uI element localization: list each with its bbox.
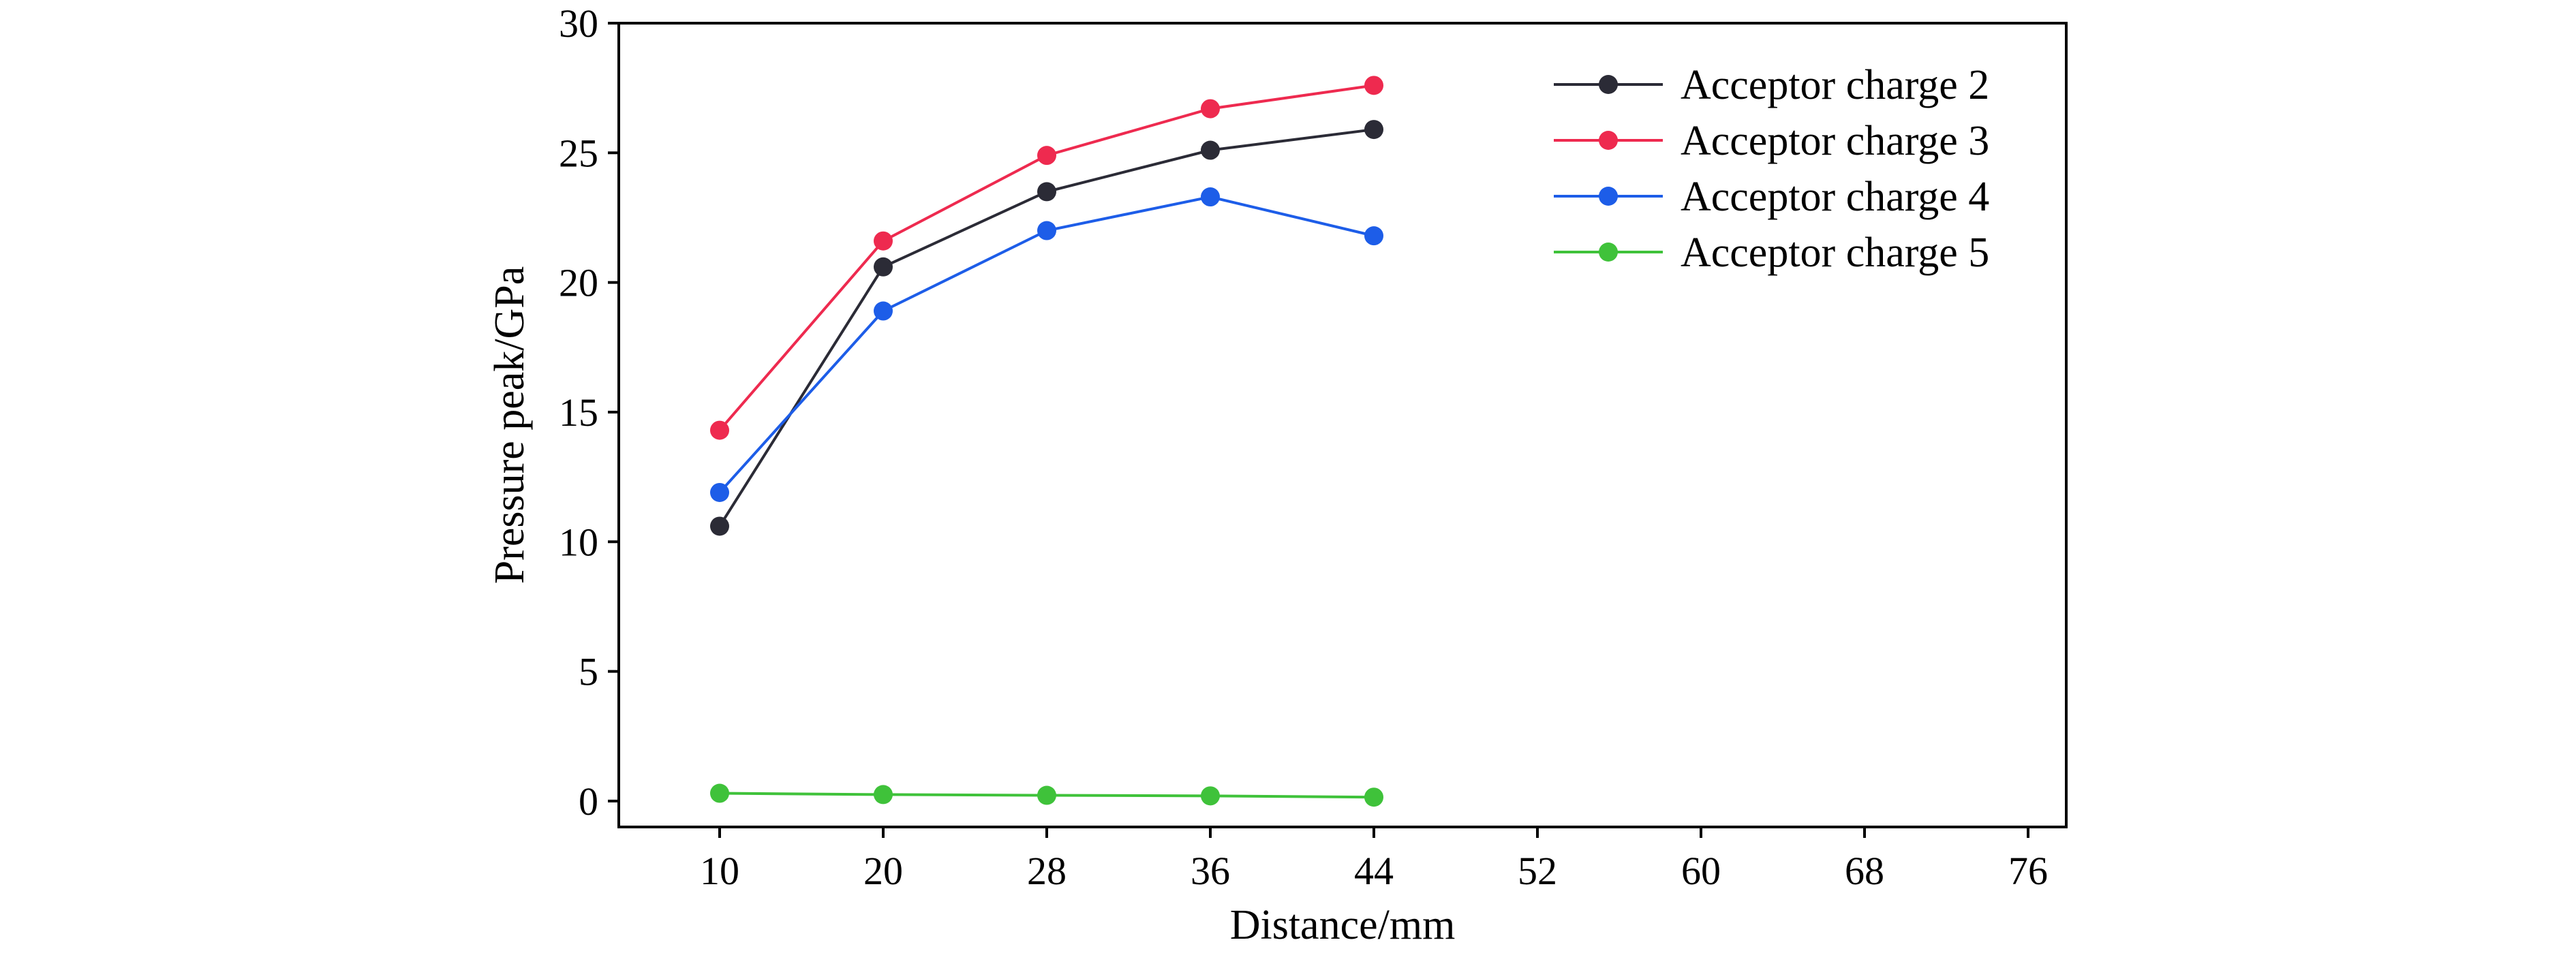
data-point bbox=[710, 420, 729, 440]
legend-marker bbox=[1599, 131, 1618, 150]
legend: Acceptor charge 2 Acceptor charge 3 Accept… bbox=[1554, 62, 1989, 276]
series-line bbox=[718, 84, 1375, 431]
data-point bbox=[874, 785, 893, 804]
y-tick-label: 25 bbox=[559, 131, 598, 175]
legend-label: Acceptor charge 4 bbox=[1681, 174, 1989, 220]
x-tick-label: 60 bbox=[1681, 849, 1721, 893]
legend-marker bbox=[1599, 243, 1618, 262]
x-tick-label: 44 bbox=[1354, 849, 1394, 893]
data-point bbox=[1037, 785, 1056, 805]
series-1 bbox=[710, 120, 1383, 536]
y-tick-label: 30 bbox=[559, 1, 598, 46]
x-tick-label: 68 bbox=[1845, 849, 1884, 893]
legend-label: Acceptor charge 3 bbox=[1681, 118, 1989, 164]
data-point bbox=[874, 257, 893, 277]
y-tick-label: 10 bbox=[559, 520, 598, 564]
y-tick-label: 15 bbox=[559, 390, 598, 435]
x-tick-label: 76 bbox=[2008, 849, 2048, 893]
y-tick-label: 0 bbox=[579, 779, 598, 824]
series-line bbox=[718, 195, 1375, 494]
series-layer bbox=[710, 76, 1383, 807]
data-point bbox=[1037, 182, 1056, 202]
data-point bbox=[1364, 226, 1383, 246]
data-point bbox=[1201, 99, 1220, 119]
x-tick-label: 10 bbox=[700, 849, 739, 893]
y-axis-title: Pressure peak/GPa bbox=[487, 266, 533, 584]
plot-frame bbox=[617, 22, 2068, 828]
series-3 bbox=[710, 187, 1383, 502]
data-point bbox=[1364, 76, 1383, 95]
data-point bbox=[874, 301, 893, 321]
data-point bbox=[1364, 120, 1383, 140]
x-tick-label: 28 bbox=[1027, 849, 1067, 893]
x-tick-label: 36 bbox=[1191, 849, 1230, 893]
data-point bbox=[1364, 787, 1383, 807]
data-point bbox=[710, 482, 729, 502]
data-point bbox=[1201, 140, 1220, 160]
y-tick-label: 5 bbox=[579, 650, 598, 694]
legend-label: Acceptor charge 5 bbox=[1681, 230, 1989, 276]
legend-item: Acceptor charge 5 bbox=[1554, 230, 1989, 276]
data-point bbox=[874, 231, 893, 251]
x-tick-label: 20 bbox=[863, 849, 903, 893]
series-2 bbox=[710, 76, 1383, 440]
x-tick-label: 52 bbox=[1518, 849, 1557, 893]
legend-item: Acceptor charge 2 bbox=[1554, 62, 1989, 108]
data-point bbox=[710, 783, 729, 803]
legend-marker bbox=[1599, 187, 1618, 206]
data-point bbox=[1201, 187, 1220, 207]
x-axis: 10 20 28 36 44 52 60 68 76 bbox=[700, 827, 2048, 893]
x-axis-title: Distance/mm bbox=[1230, 902, 1456, 948]
y-tick-label: 20 bbox=[559, 261, 598, 305]
legend-marker bbox=[1599, 75, 1618, 94]
legend-item: Acceptor charge 3 bbox=[1554, 118, 1989, 164]
series-4 bbox=[710, 783, 1383, 807]
legend-item: Acceptor charge 4 bbox=[1554, 174, 1989, 220]
data-point bbox=[1037, 221, 1056, 240]
y-axis: 0 5 10 15 20 25 30 bbox=[559, 1, 619, 824]
data-point bbox=[710, 516, 729, 536]
data-point bbox=[1037, 146, 1056, 166]
legend-label: Acceptor charge 2 bbox=[1681, 62, 1989, 108]
data-point bbox=[1201, 786, 1220, 806]
